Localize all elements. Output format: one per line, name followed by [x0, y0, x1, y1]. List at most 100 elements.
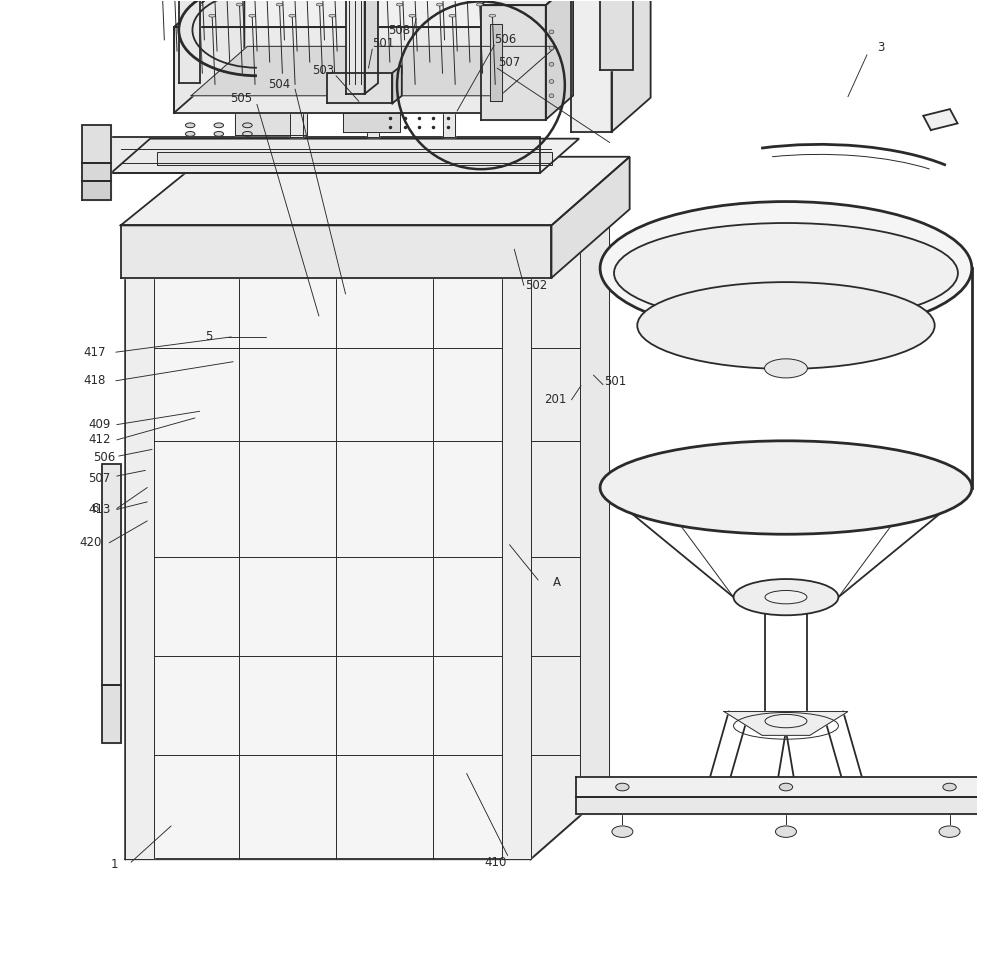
- Text: 3: 3: [878, 41, 885, 54]
- Polygon shape: [576, 777, 996, 797]
- Polygon shape: [923, 109, 958, 130]
- Polygon shape: [343, 113, 400, 132]
- Polygon shape: [546, 0, 573, 120]
- Text: 418: 418: [84, 374, 106, 387]
- Ellipse shape: [549, 62, 554, 66]
- Text: 6: 6: [91, 502, 99, 515]
- Polygon shape: [443, 91, 455, 137]
- Text: 420: 420: [79, 536, 101, 550]
- Ellipse shape: [612, 826, 633, 837]
- Ellipse shape: [214, 123, 224, 128]
- Ellipse shape: [276, 3, 283, 6]
- Polygon shape: [481, 0, 573, 5]
- Polygon shape: [174, 0, 588, 27]
- Text: 413: 413: [88, 503, 111, 516]
- Polygon shape: [111, 137, 540, 173]
- Text: 505: 505: [230, 92, 252, 105]
- Text: 409: 409: [88, 418, 111, 431]
- Polygon shape: [502, 278, 531, 859]
- Ellipse shape: [734, 579, 838, 616]
- Ellipse shape: [939, 826, 960, 837]
- Ellipse shape: [600, 202, 972, 335]
- Polygon shape: [125, 278, 531, 859]
- Text: 508: 508: [388, 25, 410, 37]
- Text: 501: 501: [604, 375, 626, 388]
- Ellipse shape: [243, 123, 252, 128]
- Polygon shape: [82, 163, 111, 181]
- Ellipse shape: [779, 783, 793, 791]
- Ellipse shape: [549, 30, 554, 33]
- Polygon shape: [612, 0, 651, 132]
- Polygon shape: [102, 464, 121, 684]
- Text: 1: 1: [110, 858, 118, 871]
- Text: 504: 504: [268, 77, 290, 91]
- Polygon shape: [179, 0, 200, 82]
- Polygon shape: [125, 278, 154, 859]
- Polygon shape: [121, 226, 551, 278]
- Ellipse shape: [637, 282, 935, 369]
- Ellipse shape: [449, 14, 456, 17]
- Polygon shape: [174, 0, 244, 113]
- Ellipse shape: [549, 46, 554, 50]
- Polygon shape: [82, 125, 111, 163]
- Ellipse shape: [289, 14, 296, 17]
- Ellipse shape: [209, 14, 215, 17]
- Polygon shape: [82, 181, 111, 200]
- Polygon shape: [531, 209, 609, 859]
- Text: 410: 410: [484, 856, 506, 869]
- Polygon shape: [174, 27, 517, 113]
- Polygon shape: [490, 24, 502, 100]
- Ellipse shape: [765, 358, 807, 378]
- Polygon shape: [600, 0, 633, 70]
- Text: 201: 201: [544, 393, 566, 406]
- Polygon shape: [235, 110, 307, 135]
- Ellipse shape: [214, 132, 224, 137]
- Polygon shape: [111, 139, 579, 173]
- Ellipse shape: [489, 14, 496, 17]
- Text: 506: 506: [494, 33, 516, 46]
- Polygon shape: [367, 91, 379, 137]
- Ellipse shape: [236, 3, 243, 6]
- Ellipse shape: [600, 441, 972, 534]
- Ellipse shape: [243, 132, 252, 137]
- Ellipse shape: [943, 783, 956, 791]
- Ellipse shape: [396, 3, 403, 6]
- Ellipse shape: [367, 81, 378, 89]
- Ellipse shape: [443, 81, 455, 89]
- Polygon shape: [102, 684, 121, 743]
- Polygon shape: [125, 791, 609, 859]
- Ellipse shape: [549, 79, 554, 83]
- Ellipse shape: [185, 123, 195, 128]
- Polygon shape: [724, 711, 848, 735]
- Polygon shape: [365, 0, 378, 94]
- Text: 507: 507: [89, 471, 111, 485]
- Text: 5: 5: [206, 331, 213, 343]
- Text: 503: 503: [313, 63, 335, 76]
- Ellipse shape: [249, 14, 255, 17]
- Ellipse shape: [616, 783, 629, 791]
- Polygon shape: [392, 65, 402, 103]
- Text: 507: 507: [498, 55, 521, 69]
- Ellipse shape: [316, 3, 323, 6]
- Text: 417: 417: [84, 346, 106, 358]
- Ellipse shape: [356, 3, 363, 6]
- Ellipse shape: [436, 3, 443, 6]
- Text: A: A: [553, 576, 561, 589]
- Ellipse shape: [329, 14, 336, 17]
- Ellipse shape: [185, 132, 195, 137]
- Polygon shape: [290, 91, 303, 137]
- Polygon shape: [346, 0, 365, 94]
- Ellipse shape: [549, 94, 554, 98]
- Ellipse shape: [775, 826, 796, 837]
- Text: 501: 501: [373, 37, 395, 50]
- Polygon shape: [125, 209, 609, 278]
- Polygon shape: [121, 157, 630, 226]
- Polygon shape: [517, 0, 588, 113]
- Ellipse shape: [196, 3, 203, 6]
- Polygon shape: [157, 152, 552, 165]
- Ellipse shape: [765, 591, 807, 604]
- Ellipse shape: [614, 223, 958, 323]
- Ellipse shape: [476, 3, 483, 6]
- Polygon shape: [327, 73, 392, 103]
- Polygon shape: [576, 797, 996, 815]
